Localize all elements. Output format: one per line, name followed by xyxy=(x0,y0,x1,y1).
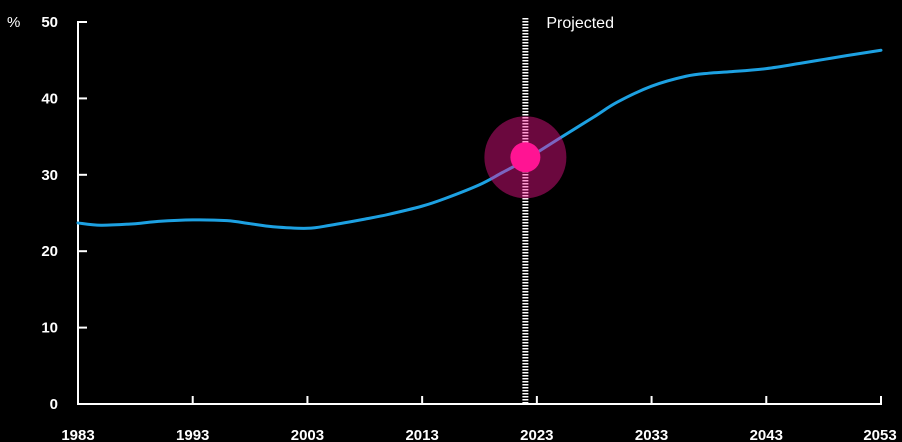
y-tick-label: 0 xyxy=(50,396,58,413)
x-axis-ticks: 1983 1993 2003 2013 2023 2033 2043 2053 xyxy=(61,396,897,442)
highlight-point-group xyxy=(484,116,567,199)
projected-label: Projected xyxy=(546,15,614,32)
y-tick-label: 10 xyxy=(41,320,58,337)
y-tick-label: 50 xyxy=(41,14,58,31)
highlight-point xyxy=(510,142,541,173)
x-tick-label: 2033 xyxy=(635,427,668,442)
x-tick-label: 2053 xyxy=(863,427,896,442)
x-tick-label: 1993 xyxy=(176,427,209,442)
y-axis-unit: % xyxy=(7,14,20,31)
series-group xyxy=(76,48,883,230)
x-tick-label: 2013 xyxy=(405,427,438,442)
y-axis-ticks: 0 10 20 30 40 50 xyxy=(41,14,87,413)
x-tick-label: 2023 xyxy=(520,427,553,442)
y-tick-label: 20 xyxy=(41,243,58,260)
y-tick-label: 30 xyxy=(41,167,58,184)
x-tick-label: 2043 xyxy=(750,427,783,442)
y-tick-label: 40 xyxy=(41,90,58,107)
series-line xyxy=(76,48,883,230)
x-tick-label: 1983 xyxy=(61,427,94,442)
x-tick-label: 2003 xyxy=(291,427,324,442)
